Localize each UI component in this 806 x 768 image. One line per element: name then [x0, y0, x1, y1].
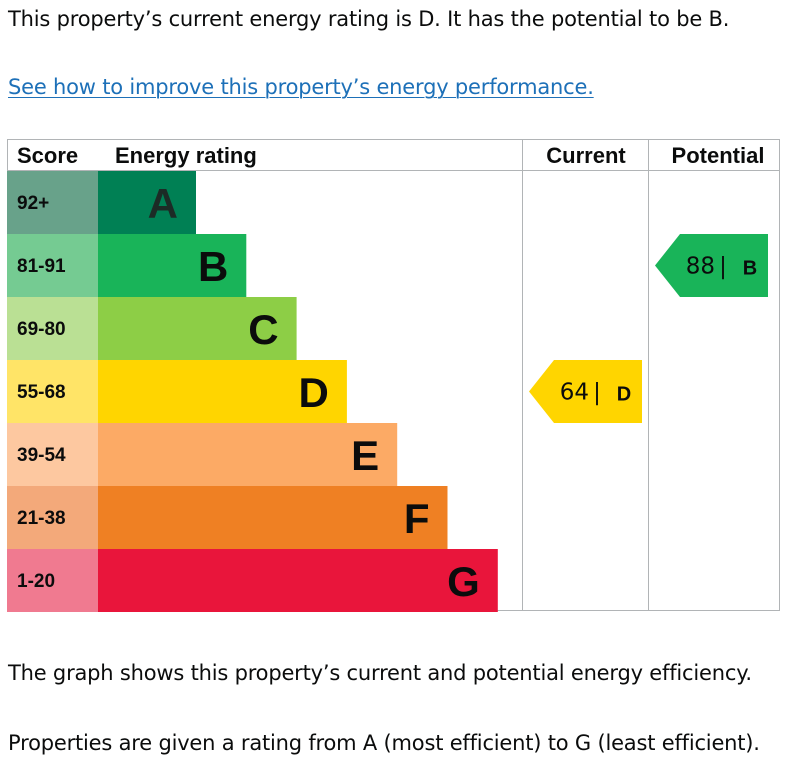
band-letter-b: B	[198, 243, 228, 290]
score-cell-a	[7, 171, 98, 234]
potential-score-value: 88	[686, 254, 715, 280]
band-letter-f: F	[404, 495, 430, 542]
band-letter-e: E	[351, 432, 379, 479]
band-row-a: 92+ A	[7, 171, 196, 234]
score-range-e: 39-54	[17, 445, 66, 466]
current-rating-letter: D	[617, 384, 631, 406]
band-letter-g: G	[447, 558, 480, 605]
score-cell-e	[7, 423, 98, 486]
graph-explanation: The graph shows this property’s current …	[8, 661, 752, 685]
score-cell-b	[7, 234, 98, 297]
rating-pointers: 64 | D88 | B	[529, 234, 768, 423]
band-letter-d: D	[299, 369, 329, 416]
band-row-f: 21-38 F	[7, 486, 448, 549]
score-range-g: 1-20	[17, 571, 55, 592]
header-score: Score	[17, 143, 78, 168]
header-current: Current	[546, 143, 626, 168]
score-cell-d	[7, 360, 98, 423]
current-rating-summary: This property’s current energy rating is…	[8, 7, 730, 31]
score-cell-g	[7, 549, 98, 612]
current-rating-pointer: 64 | D	[529, 360, 642, 423]
score-range-a: 92+	[17, 193, 49, 214]
current-separator: |	[593, 380, 601, 406]
rating-bar-a	[98, 171, 196, 234]
band-letter-c: C	[248, 306, 278, 353]
rating-scale-explanation: Properties are given a rating from A (mo…	[8, 731, 760, 755]
potential-pointer-shape	[655, 234, 768, 297]
band-row-g: 1-20 G	[7, 549, 498, 612]
band-letter-a: A	[148, 180, 178, 227]
score-cell-c	[7, 297, 98, 360]
potential-separator: |	[719, 254, 727, 280]
band-row-d: 55-68 D	[7, 360, 347, 423]
potential-rating-pointer: 88 | B	[655, 234, 768, 297]
score-cell-f	[7, 486, 98, 549]
score-range-c: 69-80	[17, 319, 66, 340]
rating-bar-b	[98, 234, 247, 297]
score-range-b: 81-91	[17, 256, 66, 277]
rating-bar-f	[98, 486, 448, 549]
current-pointer-shape	[529, 360, 642, 423]
header-energy-rating: Energy rating	[115, 143, 257, 168]
rating-bar-e	[98, 423, 398, 486]
current-score-value: 64	[560, 380, 589, 406]
band-row-e: 39-54 E	[7, 423, 398, 486]
improve-energy-performance-link[interactable]: See how to improve this property’s energ…	[8, 75, 594, 99]
rating-bands: 92+ A 81-91 B 69-80 C 55-68 D 39-54 E 21-38 F 1-20 G	[7, 171, 498, 612]
rating-bar-d	[98, 360, 347, 423]
score-range-d: 55-68	[17, 382, 66, 403]
rating-bar-g	[98, 549, 498, 612]
rating-bar-c	[98, 297, 297, 360]
potential-rating-letter: B	[743, 258, 757, 280]
score-range-f: 21-38	[17, 508, 66, 529]
header-potential: Potential	[672, 143, 765, 168]
band-row-b: 81-91 B	[7, 234, 247, 297]
band-row-c: 69-80 C	[7, 297, 297, 360]
